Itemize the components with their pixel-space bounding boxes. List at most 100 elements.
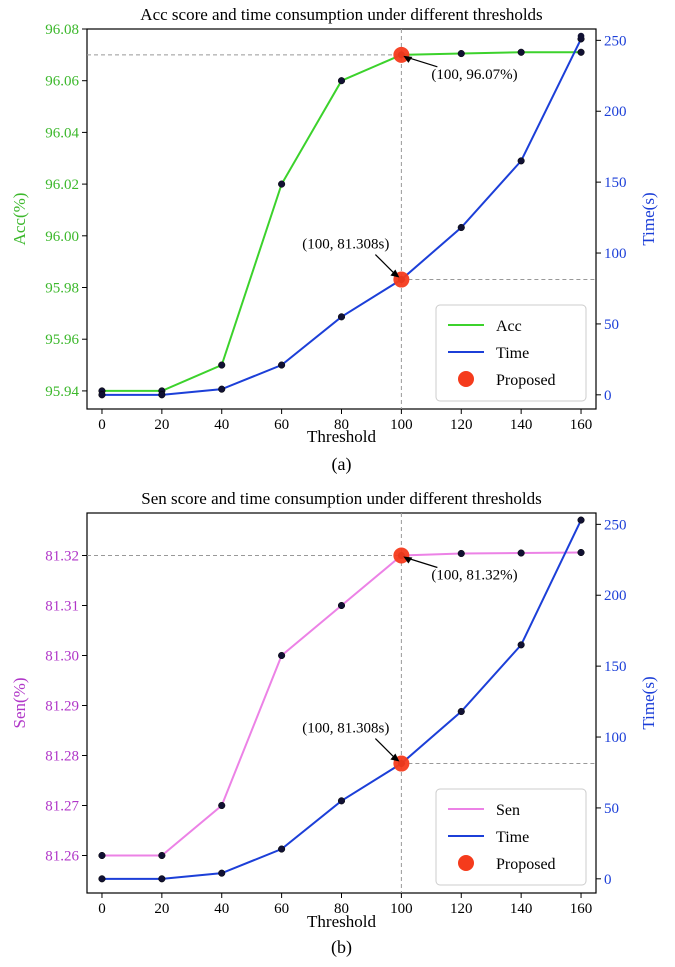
left-y-tick-label: 81.27 xyxy=(45,799,79,815)
series-point-time xyxy=(218,385,226,393)
right-y-tick-label: 100 xyxy=(604,246,627,262)
right-y-tick-label: 50 xyxy=(604,801,619,817)
series-point-sen xyxy=(457,549,465,558)
series-point-sen xyxy=(278,651,286,660)
annotation-arrowhead-left xyxy=(403,55,413,63)
series-point-time xyxy=(337,797,346,805)
x-tick-label: 40 xyxy=(214,901,229,917)
x-tick-label: 60 xyxy=(274,417,289,433)
x-axis-label: Threshold xyxy=(307,427,376,446)
right-y-tick-label: 100 xyxy=(604,730,627,746)
left-y-tick-label: 81.29 xyxy=(45,699,79,715)
annotation-left: (100, 96.07%) xyxy=(431,67,517,83)
right-y-tick-label: 200 xyxy=(604,588,627,604)
right-y-tick-label: 250 xyxy=(604,33,627,49)
right-y-tick-label: 200 xyxy=(604,104,627,120)
right-y-tick-label: 150 xyxy=(604,175,627,191)
legend-swatch-proposed xyxy=(458,371,474,387)
series-point-time xyxy=(337,313,346,321)
x-tick-label: 160 xyxy=(570,417,593,433)
extra-point xyxy=(577,32,585,40)
legend-label-proposed: Proposed xyxy=(496,856,556,873)
series-point-time xyxy=(517,641,525,649)
series-point-acc xyxy=(337,77,346,85)
left-y-tick-label: 96.08 xyxy=(45,22,79,38)
left-y-tick-label: 81.30 xyxy=(45,649,79,665)
proposed-marker-left xyxy=(393,46,410,63)
x-tick-label: 100 xyxy=(390,901,413,917)
series-point-acc xyxy=(577,48,585,56)
annotation-arrowhead-right xyxy=(390,269,400,278)
left-y-tick-label: 96.06 xyxy=(45,74,79,90)
series-point-time xyxy=(98,391,106,399)
x-tick-label: 100 xyxy=(390,417,413,433)
x-tick-label: 80 xyxy=(334,417,349,433)
series-point-sen xyxy=(158,851,166,860)
right-y-tick-label: 0 xyxy=(604,388,612,404)
left-y-tick-label: 95.96 xyxy=(45,332,79,348)
annotation-arrowhead-left xyxy=(403,556,413,564)
right-y-tick-label: 250 xyxy=(604,517,627,533)
left-y-axis-label: Acc(%) xyxy=(10,193,29,246)
legend-label-time: Time xyxy=(496,345,529,362)
legend-label-acc: Acc xyxy=(496,318,522,335)
left-y-axis-label: Sen(%) xyxy=(10,678,29,729)
series-point-acc xyxy=(278,180,286,188)
proposed-marker-left xyxy=(393,547,410,564)
panel-b: Sen score and time consumption under dif… xyxy=(10,489,658,958)
right-y-axis-label: Time(s) xyxy=(639,192,658,245)
left-y-tick-label: 95.94 xyxy=(45,384,79,400)
right-y-tick-label: 0 xyxy=(604,872,612,888)
annotation-left: (100, 81.32%) xyxy=(431,568,517,584)
series-point-acc xyxy=(517,48,525,56)
series-point-time xyxy=(278,845,286,853)
chart-title: Acc score and time consumption under dif… xyxy=(140,5,542,24)
x-tick-label: 0 xyxy=(98,901,106,917)
series-point-acc xyxy=(457,50,465,58)
left-y-tick-label: 81.31 xyxy=(45,599,79,615)
left-y-tick-label: 81.28 xyxy=(45,749,79,765)
series-point-sen xyxy=(577,548,585,557)
right-y-tick-label: 50 xyxy=(604,317,619,333)
annotation-right: (100, 81.308s) xyxy=(302,721,389,737)
chart-title: Sen score and time consumption under dif… xyxy=(141,489,542,508)
series-point-time xyxy=(457,707,465,716)
series-point-time xyxy=(278,361,286,369)
x-axis-label: Threshold xyxy=(307,912,376,931)
series-point-time xyxy=(457,223,465,232)
legend-label-proposed: Proposed xyxy=(496,372,556,389)
right-y-tick-label: 150 xyxy=(604,659,627,675)
series-point-sen xyxy=(98,851,106,860)
x-tick-label: 20 xyxy=(154,417,169,433)
series-point-sen xyxy=(517,549,525,557)
x-tick-label: 80 xyxy=(334,901,349,917)
panel-caption: (b) xyxy=(331,937,352,958)
series-point-sen xyxy=(337,601,346,610)
series-point-time xyxy=(98,875,106,883)
series-point-sen xyxy=(218,801,226,810)
x-tick-label: 120 xyxy=(450,417,473,433)
panel-caption: (a) xyxy=(332,454,352,475)
right-y-axis-label: Time(s) xyxy=(639,676,658,729)
annotation-arrowhead-right xyxy=(390,753,400,762)
x-tick-label: 140 xyxy=(510,417,533,433)
left-y-tick-label: 96.04 xyxy=(45,125,79,141)
legend-label-time: Time xyxy=(496,829,529,846)
annotation-right: (100, 81.308s) xyxy=(302,237,389,253)
series-point-acc xyxy=(218,361,226,369)
series-point-time xyxy=(158,391,166,399)
left-y-tick-label: 81.26 xyxy=(45,849,79,865)
x-tick-label: 60 xyxy=(274,901,289,917)
x-tick-label: 160 xyxy=(570,901,593,917)
left-y-tick-label: 95.98 xyxy=(45,281,79,297)
x-tick-label: 40 xyxy=(214,417,229,433)
series-point-time xyxy=(218,869,226,877)
panel-a: Acc score and time consumption under dif… xyxy=(10,5,658,475)
x-tick-label: 120 xyxy=(450,901,473,917)
series-point-time xyxy=(577,516,585,524)
legend-swatch-proposed xyxy=(458,855,474,871)
legend-label-sen: Sen xyxy=(496,802,520,819)
left-y-tick-label: 96.00 xyxy=(45,229,79,245)
series-point-time xyxy=(158,875,166,883)
